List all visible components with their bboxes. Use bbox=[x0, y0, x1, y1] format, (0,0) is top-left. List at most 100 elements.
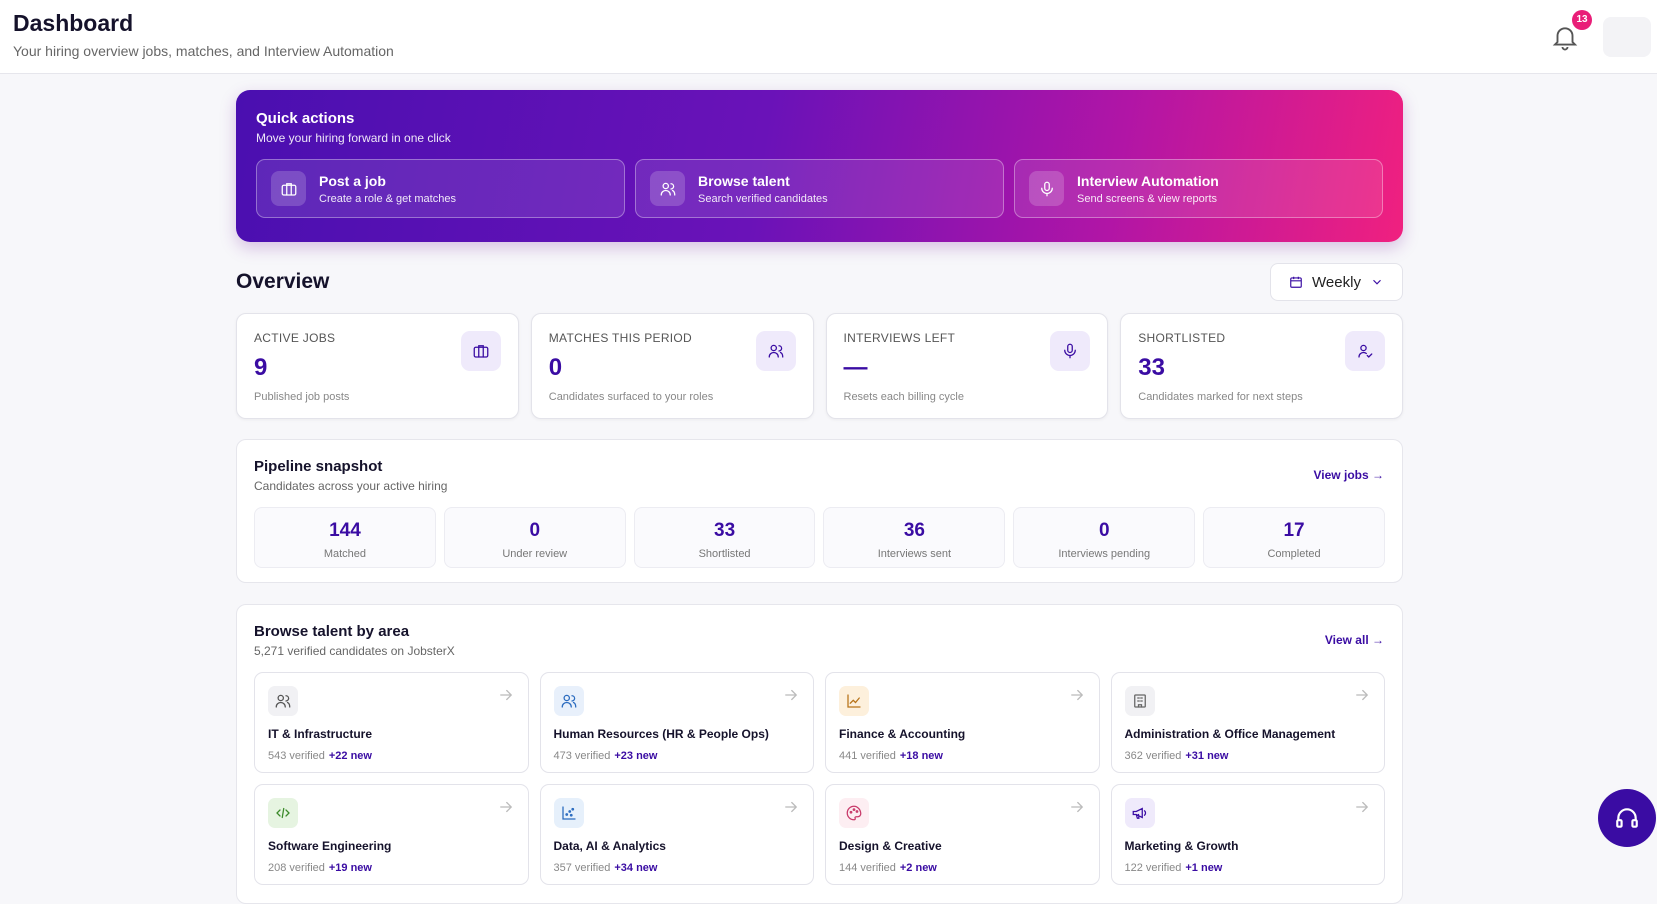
area-card[interactable]: Human Resources (HR & People Ops) 473 ver… bbox=[539, 672, 814, 773]
stage-value: 0 bbox=[529, 520, 541, 541]
new-count: +23 new bbox=[614, 750, 658, 762]
area-meta: 362 verified +31 new bbox=[1125, 750, 1372, 762]
area-name: Administration & Office Management bbox=[1124, 727, 1336, 741]
new-count: +34 new bbox=[614, 862, 658, 874]
area-name: Software Engineering bbox=[268, 839, 392, 853]
overview-header: Overview Weekly bbox=[236, 263, 1403, 301]
area-icon bbox=[1124, 686, 1155, 716]
stat-card: MATCHES THIS PERIOD 0 Candidates surfaced … bbox=[530, 313, 814, 419]
quick-action[interactable]: Browse talent Search verified candidates bbox=[635, 159, 1004, 218]
icon bbox=[1040, 181, 1053, 196]
area-card[interactable]: Data, AI & Analytics 357 verified +34 new bbox=[539, 784, 814, 885]
area-name: Marketing & Growth bbox=[1124, 839, 1239, 853]
arrow bbox=[497, 686, 515, 709]
pipeline-panel: Pipeline snapshot Candidates across your… bbox=[236, 439, 1403, 583]
link-text: View jobs bbox=[1313, 468, 1369, 482]
action-title: Browse talent bbox=[698, 172, 790, 189]
stage: 17 Completed bbox=[1203, 507, 1385, 568]
avatar[interactable] bbox=[1603, 17, 1651, 57]
view-all-link[interactable]: View all → bbox=[1324, 633, 1384, 647]
icon bbox=[276, 807, 290, 819]
header: Dashboard Your hiring overview jobs, mat… bbox=[0, 0, 1657, 74]
stat-label: MATCHES THIS PERIOD bbox=[548, 331, 693, 345]
arrow bbox=[1068, 798, 1086, 821]
area-meta: 441 verified +18 new bbox=[839, 750, 1086, 762]
icon bbox=[1070, 801, 1083, 813]
verified-count: 208 verified bbox=[268, 862, 325, 874]
stat-icon bbox=[1050, 331, 1091, 371]
area-meta: 122 verified +1 new bbox=[1125, 862, 1372, 874]
arrow bbox=[1353, 798, 1371, 821]
link-text: View all bbox=[1324, 633, 1369, 647]
area-meta: 543 verified +22 new bbox=[268, 750, 515, 762]
support-button[interactable] bbox=[1598, 789, 1656, 847]
icon bbox=[785, 689, 798, 701]
verified-count: 543 verified bbox=[268, 750, 325, 762]
page-subtitle: Your hiring overview jobs, matches, and … bbox=[13, 43, 394, 59]
stat-icon bbox=[460, 331, 501, 371]
area-card[interactable]: Software Engineering 208 verified +19 new bbox=[254, 784, 529, 885]
icon bbox=[275, 694, 291, 708]
icon bbox=[768, 344, 783, 358]
arrow bbox=[497, 798, 515, 821]
new-count: +1 new bbox=[1185, 862, 1223, 874]
headset-icon bbox=[1616, 808, 1638, 828]
area-meta: 357 verified +34 new bbox=[554, 862, 801, 874]
new-count: +18 new bbox=[899, 750, 943, 762]
area-card[interactable]: Administration & Office Management 362 ve… bbox=[1110, 672, 1385, 773]
stage: 0 Under review bbox=[443, 507, 626, 568]
stat-value: 9 bbox=[254, 354, 268, 381]
area-icon bbox=[553, 798, 584, 828]
area-name: Finance & Accounting bbox=[839, 727, 966, 741]
area-card[interactable]: Finance & Accounting 441 verified +18 new bbox=[825, 672, 1100, 773]
action-icon bbox=[271, 171, 306, 206]
quick-action[interactable]: Post a job Create a role & get matches bbox=[256, 159, 625, 218]
new-count: +31 new bbox=[1185, 750, 1229, 762]
period-select[interactable]: Weekly bbox=[1270, 263, 1403, 301]
stage-value: 144 bbox=[329, 520, 361, 541]
stage-label: Under review bbox=[502, 548, 568, 560]
verified-count: 122 verified bbox=[1124, 862, 1182, 874]
action-title: Interview Automation bbox=[1077, 172, 1219, 189]
notifications[interactable] bbox=[1550, 22, 1580, 52]
icon bbox=[281, 182, 296, 196]
new-count: +2 new bbox=[899, 862, 937, 874]
action-text: Browse talent Search verified candidates bbox=[698, 173, 828, 205]
stat-card: ACTIVE JOBS 9 Published job posts bbox=[236, 313, 519, 419]
talent-panel: Browse talent by area 5,271 verified can… bbox=[236, 604, 1403, 904]
new-count: +22 new bbox=[328, 750, 372, 762]
icon bbox=[1133, 694, 1146, 708]
stat-description: Candidates marked for next steps bbox=[1138, 391, 1303, 403]
stat-label: SHORTLISTED bbox=[1138, 331, 1226, 345]
stat-label: ACTIVE JOBS bbox=[254, 331, 336, 345]
area-meta: 144 verified +2 new bbox=[839, 862, 1086, 874]
area-card[interactable]: IT & Infrastructure 543 verified +22 new bbox=[254, 672, 529, 773]
area-icon bbox=[553, 686, 584, 716]
action-subtitle: Create a role & get matches bbox=[319, 192, 456, 205]
icon bbox=[473, 345, 489, 358]
section-title: Overview bbox=[236, 270, 330, 293]
new-count: +19 new bbox=[328, 862, 372, 874]
stage-label: Shortlisted bbox=[698, 548, 751, 560]
action-row: Post a job Create a role & get matches Bro… bbox=[256, 159, 1383, 218]
quick-actions: Quick actions Move your hiring forward i… bbox=[236, 90, 1403, 242]
stage-value: 0 bbox=[1098, 520, 1110, 541]
stat-description: Resets each billing cycle bbox=[843, 391, 964, 403]
quick-action[interactable]: Interview Automation Send screens & view … bbox=[1014, 159, 1383, 218]
stat-icon bbox=[1345, 331, 1385, 371]
area-name: Design & Creative bbox=[839, 839, 942, 853]
area-card[interactable]: Marketing & Growth 122 verified +1 new bbox=[1110, 784, 1385, 885]
area-icon bbox=[839, 798, 869, 828]
view-jobs-link[interactable]: View jobs → bbox=[1313, 468, 1384, 482]
action-text: Post a job Create a role & get matches bbox=[319, 173, 456, 205]
icon bbox=[561, 694, 576, 708]
area-card[interactable]: Design & Creative 144 verified +2 new bbox=[825, 784, 1100, 885]
section-title: Pipeline snapshot bbox=[254, 458, 383, 475]
action-icon bbox=[1029, 171, 1064, 206]
stat-cards: ACTIVE JOBS 9 Published job posts MATCHES T… bbox=[236, 313, 1403, 419]
notification-badge: 13 bbox=[1572, 10, 1592, 30]
stat-card: SHORTLISTED 33 Candidates marked for next … bbox=[1120, 313, 1403, 419]
chevron bbox=[1373, 279, 1381, 285]
stage-label: Interviews sent bbox=[877, 548, 952, 560]
area-name: Human Resources (HR & People Ops) bbox=[553, 727, 769, 741]
